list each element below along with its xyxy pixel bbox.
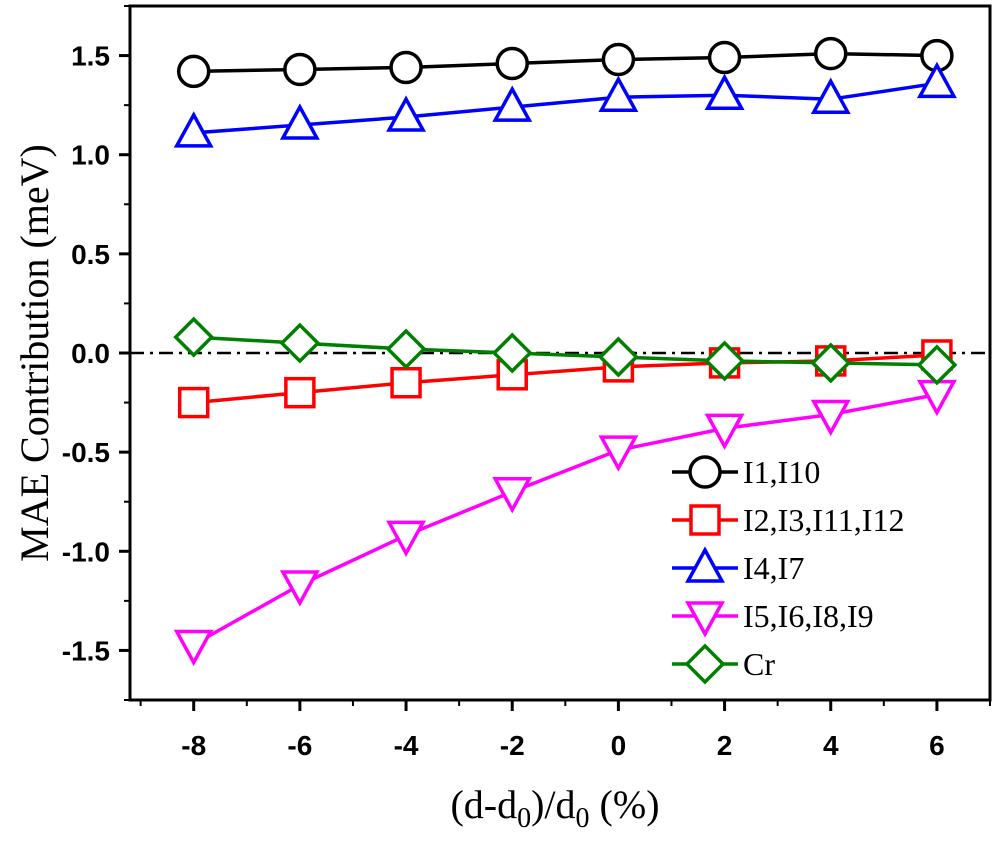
series-line — [193, 51, 937, 74]
data-point — [810, 77, 851, 114]
data-point — [173, 111, 214, 148]
data-point — [386, 95, 427, 132]
y-axis-title: MAE Contribution (meV) — [12, 144, 57, 562]
x-tick-label: 6 — [929, 730, 945, 761]
data-point — [283, 52, 317, 87]
x-axis-title-part: (d-d — [450, 782, 517, 827]
legend-label: I5,I6,I8,I9 — [743, 598, 874, 634]
series-0 — [176, 36, 954, 89]
data-point — [598, 435, 639, 472]
series-line — [193, 81, 938, 135]
x-axis-title-subscript: 0 — [517, 803, 531, 834]
series-4 — [173, 316, 958, 386]
legend-entry: I1,I10 — [672, 454, 820, 490]
x-axis-title: (d-d0)/d0 (%) — [450, 782, 659, 834]
axis-layer: -8 -6 -4 -2 0 2 4 6 -1.5 -1.0 -0.5 0.0 0.5 1.0 1.5 — [62, 5, 991, 761]
x-axis-title-part: )/d — [531, 782, 575, 827]
data-point — [601, 42, 636, 77]
y-tick-label: -0.5 — [62, 437, 110, 468]
legend: I1,I10 I2,I3,I11,I12 I4,I7 I5,I6,I8,I9 Cr — [672, 454, 904, 685]
x-tick-label: -2 — [500, 730, 525, 761]
series-3 — [173, 379, 957, 667]
legend-label: I1,I10 — [743, 454, 820, 490]
legend-label: I2,I3,I11,I12 — [743, 502, 904, 538]
y-tick-label: 1.0 — [71, 140, 110, 171]
data-point — [284, 376, 316, 409]
data-point — [810, 342, 852, 384]
y-tick-label: 0.5 — [71, 239, 110, 270]
legend-entry: I4,I7 — [672, 546, 804, 586]
legend-entry: I5,I6,I8,I9 — [672, 598, 874, 638]
data-point — [386, 520, 427, 558]
legend-marker — [688, 455, 722, 489]
legend-entry: I2,I3,I11,I12 — [672, 502, 904, 538]
x-axis-title-part: (%) — [590, 782, 660, 827]
legend-label: I4,I7 — [743, 550, 804, 586]
data-point — [704, 413, 745, 450]
x-tick-label: 0 — [611, 730, 627, 761]
data-point — [390, 366, 422, 399]
data-point — [704, 340, 746, 382]
data-point — [389, 50, 423, 85]
data-point — [495, 46, 529, 81]
legend-marker — [689, 504, 721, 536]
data-point — [598, 75, 639, 112]
data-point — [597, 336, 639, 378]
x-axis-title-subscript: 0 — [576, 803, 590, 834]
legend-marker — [684, 643, 726, 685]
data-point — [813, 36, 848, 71]
data-point — [173, 316, 215, 358]
y-tick-label: -1.0 — [62, 536, 110, 567]
x-tick-label: -6 — [287, 730, 312, 761]
legend-label: Cr — [743, 646, 775, 682]
data-point — [385, 328, 427, 370]
y-tick-label: -1.5 — [62, 635, 110, 666]
data-point — [916, 344, 958, 386]
series-line — [192, 392, 938, 647]
data-point — [492, 85, 533, 122]
x-tick-label: -8 — [181, 730, 206, 761]
data-point — [279, 103, 320, 140]
legend-entry: Cr — [672, 643, 775, 685]
legend-marker — [685, 546, 725, 583]
data-point — [279, 570, 320, 607]
x-tick-label: -4 — [394, 730, 419, 761]
data-point — [492, 477, 533, 514]
data-point — [173, 629, 214, 667]
data-point — [810, 399, 851, 437]
y-tick-label: 1.5 — [71, 41, 110, 72]
data-point — [707, 40, 742, 75]
data-point — [916, 61, 957, 99]
data-point — [491, 332, 533, 374]
y-tick-label: 0.0 — [71, 338, 110, 369]
legend-marker — [685, 601, 725, 638]
data-point — [704, 73, 745, 110]
x-tick-label: 2 — [717, 730, 733, 761]
data-point — [177, 386, 210, 419]
x-tick-label: 4 — [823, 730, 839, 761]
series-layer — [173, 36, 958, 667]
series-2 — [173, 61, 957, 148]
data-point — [176, 54, 211, 89]
data-point — [279, 322, 321, 364]
